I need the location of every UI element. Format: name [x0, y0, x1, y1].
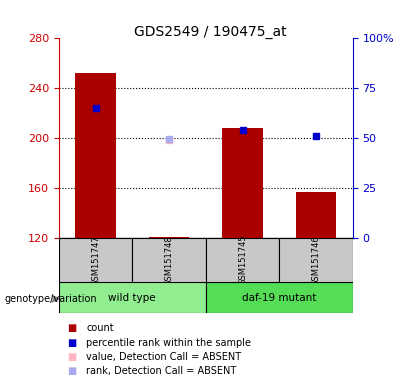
Text: count: count	[86, 323, 114, 333]
Bar	[296, 192, 336, 238]
FancyBboxPatch shape	[206, 238, 279, 282]
Text: GSM151745: GSM151745	[238, 235, 247, 285]
Text: ■: ■	[67, 366, 76, 376]
FancyBboxPatch shape	[59, 238, 132, 282]
FancyBboxPatch shape	[132, 238, 206, 282]
Text: GDS2549 / 190475_at: GDS2549 / 190475_at	[134, 25, 286, 39]
Text: GSM151746: GSM151746	[312, 235, 320, 286]
Text: daf-19 mutant: daf-19 mutant	[242, 293, 317, 303]
Bar	[75, 73, 116, 238]
Text: GSM151747: GSM151747	[91, 235, 100, 286]
Text: ■: ■	[67, 352, 76, 362]
Bar	[222, 128, 263, 238]
Text: genotype/variation: genotype/variation	[4, 294, 97, 304]
FancyBboxPatch shape	[59, 282, 206, 313]
Text: value, Detection Call = ABSENT: value, Detection Call = ABSENT	[86, 352, 241, 362]
Text: ■: ■	[67, 338, 76, 348]
Text: wild type: wild type	[108, 293, 156, 303]
FancyBboxPatch shape	[279, 238, 353, 282]
Text: ■: ■	[67, 323, 76, 333]
Text: GSM151748: GSM151748	[165, 235, 173, 286]
Bar	[149, 237, 189, 238]
Text: rank, Detection Call = ABSENT: rank, Detection Call = ABSENT	[86, 366, 236, 376]
FancyBboxPatch shape	[206, 282, 353, 313]
Text: percentile rank within the sample: percentile rank within the sample	[86, 338, 251, 348]
